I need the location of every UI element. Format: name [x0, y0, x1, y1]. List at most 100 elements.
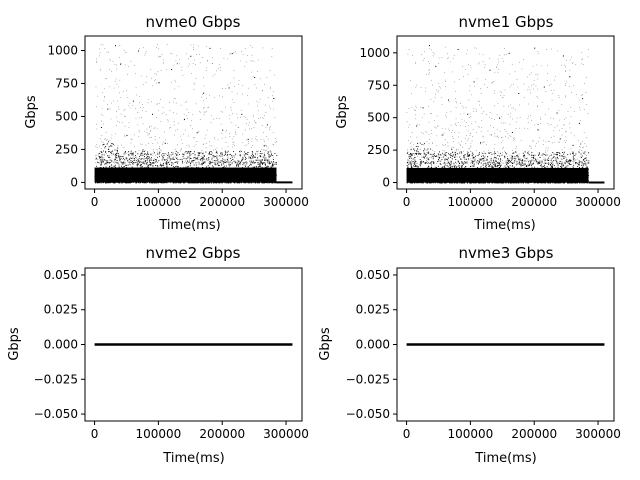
data-point [259, 182, 261, 184]
data-point [562, 152, 563, 153]
data-point [221, 155, 223, 157]
data-point [263, 141, 265, 142]
data-point [518, 162, 520, 164]
data-point [145, 160, 147, 162]
data-point [141, 157, 143, 159]
y-tick-label: 750 [367, 78, 390, 92]
data-point [111, 137, 112, 139]
data-point [460, 182, 462, 184]
data-point [506, 162, 508, 164]
data-point [97, 159, 99, 160]
data-point [271, 165, 273, 167]
data-point [133, 158, 135, 159]
data-point [202, 182, 204, 184]
data-point [153, 128, 155, 130]
data-point [273, 182, 275, 184]
data-point [106, 139, 108, 140]
data-point [250, 159, 252, 161]
data-point [180, 150, 181, 152]
data-point [253, 182, 255, 184]
data-point [152, 160, 154, 161]
data-point [103, 157, 105, 159]
data-point [508, 166, 510, 168]
data-point [268, 158, 270, 160]
data-point [479, 159, 481, 161]
data-point [254, 76, 256, 78]
data-point [111, 145, 113, 147]
data-point [254, 166, 255, 168]
data-point [187, 157, 189, 159]
data-point [275, 182, 277, 184]
data-point [169, 159, 171, 161]
data-point [252, 162, 254, 164]
data-point [146, 76, 147, 78]
data-point [561, 167, 563, 168]
data-point [169, 161, 171, 163]
data-point [166, 162, 167, 164]
data-point [441, 159, 443, 161]
data-point [172, 157, 174, 159]
data-point [454, 182, 456, 184]
data-point [154, 139, 156, 140]
data-point [133, 158, 134, 159]
data-point [470, 182, 472, 184]
data-point [120, 62, 122, 64]
data-point [461, 161, 463, 163]
data-point [178, 86, 180, 87]
data-point [161, 154, 163, 156]
data-point [249, 121, 250, 123]
data-point [141, 144, 143, 145]
data-point [138, 157, 140, 159]
data-point [150, 101, 152, 103]
data-point [437, 182, 439, 184]
data-point [272, 95, 273, 97]
data-point [160, 165, 162, 167]
data-point [163, 131, 165, 133]
data-point [514, 157, 516, 159]
data-point [245, 156, 246, 158]
data-point [134, 146, 135, 147]
data-point [274, 182, 276, 184]
data-point [190, 157, 191, 159]
data-point [263, 182, 265, 184]
data-point [132, 162, 134, 164]
data-point [198, 161, 200, 163]
data-point [214, 156, 216, 158]
data-point [177, 144, 178, 146]
data-point [148, 133, 150, 135]
data-point [223, 165, 225, 167]
data-point [224, 161, 225, 163]
data-point [219, 64, 220, 66]
data-point [191, 160, 192, 162]
data-point [125, 51, 127, 53]
data-point [478, 161, 480, 162]
data-point [506, 164, 508, 165]
data-point [250, 157, 252, 159]
data-point [118, 153, 119, 155]
data-point [258, 118, 260, 119]
data-point [251, 54, 253, 56]
data-point [221, 160, 223, 162]
data-point [171, 164, 173, 166]
data-point [233, 52, 235, 53]
data-point [271, 164, 273, 165]
data-point [415, 182, 417, 184]
data-point [196, 158, 198, 160]
data-point [497, 158, 499, 160]
data-point [234, 145, 235, 146]
data-point [119, 159, 121, 160]
data-point [414, 164, 416, 166]
data-point [544, 166, 546, 168]
data-point [242, 54, 244, 55]
data-point [147, 165, 149, 167]
data-point [252, 156, 254, 157]
data-point [570, 182, 572, 184]
data-point [552, 152, 554, 153]
data-point [521, 162, 523, 164]
data-point [127, 74, 128, 75]
data-point [245, 182, 247, 184]
data-point [565, 160, 567, 162]
data-point [489, 182, 491, 183]
data-point [99, 52, 101, 54]
